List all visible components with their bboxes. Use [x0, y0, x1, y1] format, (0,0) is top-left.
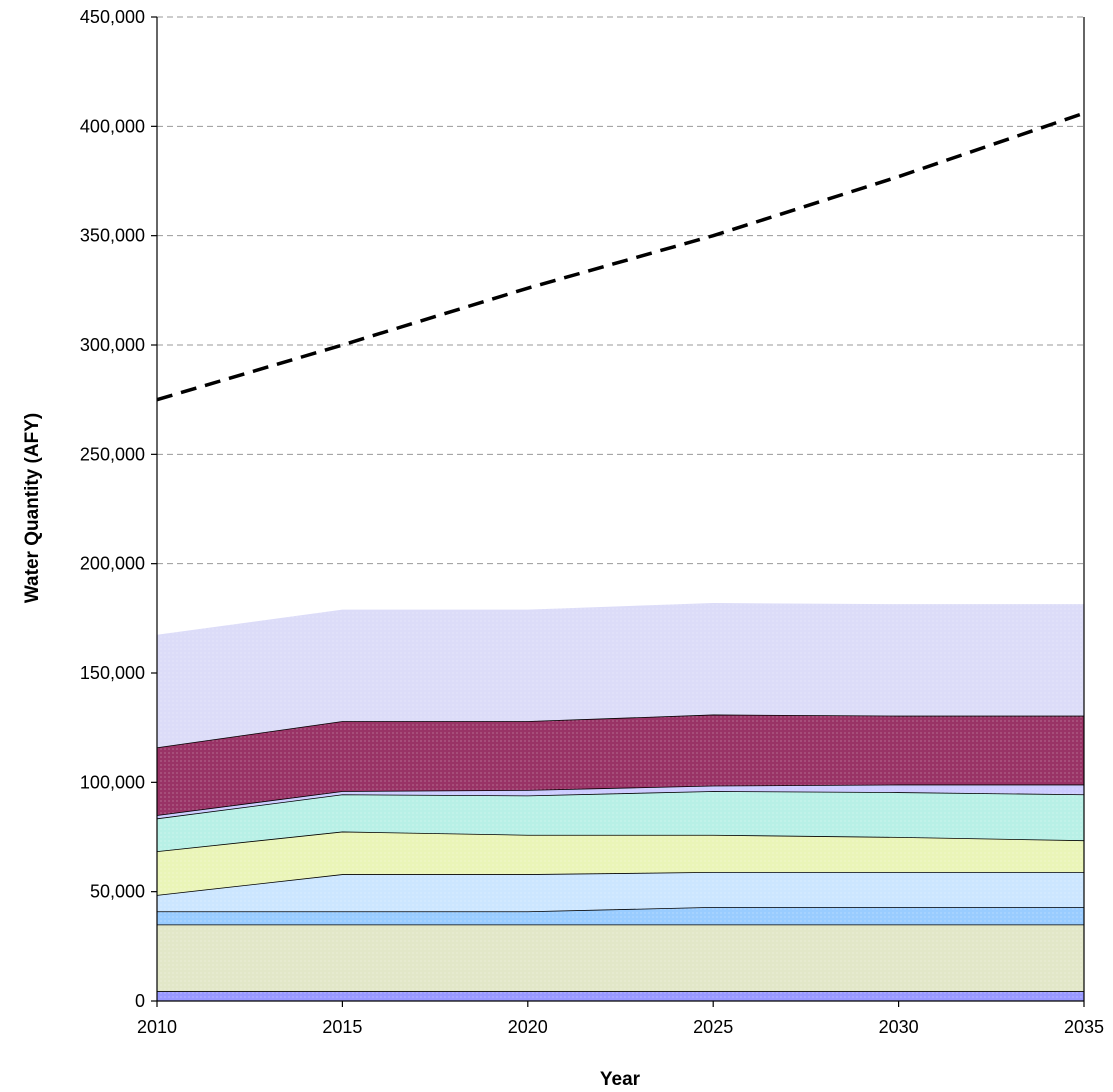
demand-line-layer — [156, 111, 1085, 402]
y-tick-label: 0 — [135, 991, 145, 1011]
x-tick-label: 2015 — [322, 1017, 362, 1037]
y-tick-label: 400,000 — [80, 116, 145, 136]
x-tick-label: 2035 — [1064, 1017, 1104, 1037]
y-tick-labels: 0 50,000 100,000 150,000 200,000 250,000 300,0… — [80, 7, 145, 1011]
area-texture-6 — [157, 791, 1084, 852]
y-tick-label: 350,000 — [80, 226, 145, 246]
area-texture-5 — [157, 831, 1084, 895]
area-texture-8 — [157, 714, 1084, 816]
x-tick-label: 2030 — [879, 1017, 919, 1037]
y-tick-label: 250,000 — [80, 444, 145, 464]
y-tick-label: 100,000 — [80, 772, 145, 792]
y-axis-title: Water Quantity (AFY) — [22, 413, 43, 603]
stacked-areas — [156, 603, 1085, 1001]
area-texture-9 — [157, 603, 1084, 748]
x-tick-labels: 2010 2015 2020 2025 2030 2035 — [137, 1017, 1104, 1037]
x-tick-label: 2020 — [508, 1017, 548, 1037]
area-texture-1 — [157, 991, 1084, 1001]
area-texture-4 — [157, 871, 1084, 912]
y-tick-label: 150,000 — [80, 663, 145, 683]
x-tick-label: 2010 — [137, 1017, 177, 1037]
y-tick-label: 450,000 — [80, 7, 145, 27]
demand-line — [156, 111, 1085, 402]
x-axis-title: Year — [600, 1069, 641, 1090]
x-tick-label: 2025 — [693, 1017, 733, 1037]
y-tick-label: 200,000 — [80, 554, 145, 574]
area-texture-7 — [157, 784, 1084, 819]
y-tick-label: 50,000 — [90, 882, 145, 902]
y-tick-label: 300,000 — [80, 335, 145, 355]
area-texture-2 — [157, 924, 1084, 992]
axes — [151, 16, 1085, 1007]
